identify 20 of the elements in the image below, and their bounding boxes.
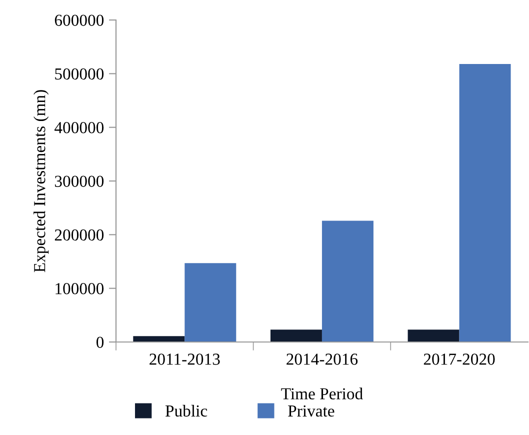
- y-axis-title: Expected Investments (mn): [34, 90, 49, 272]
- bar: [459, 64, 511, 342]
- legend-label: Private: [288, 405, 334, 417]
- x-tick-label: 2014-2016: [286, 354, 358, 365]
- bar: [408, 330, 460, 342]
- x-tick-label: 2017-2020: [424, 354, 495, 365]
- bar: [322, 220, 374, 342]
- x-tick-label: 2011-2013: [150, 354, 220, 365]
- y-tick-label: 0: [96, 336, 104, 348]
- y-tick-label: 500000: [55, 68, 104, 80]
- bar: [184, 263, 236, 342]
- y-tick-label: 400000: [54, 122, 104, 134]
- x-axis-title: Time Period: [281, 388, 363, 400]
- y-tick-label: 600000: [54, 14, 104, 26]
- bar: [133, 336, 185, 342]
- y-tick-label: 200000: [54, 229, 104, 241]
- y-tick-label: 300000: [54, 176, 104, 187]
- bar: [270, 330, 322, 342]
- legend-label: Public: [165, 404, 208, 417]
- y-tick-label: 100000: [56, 283, 104, 294]
